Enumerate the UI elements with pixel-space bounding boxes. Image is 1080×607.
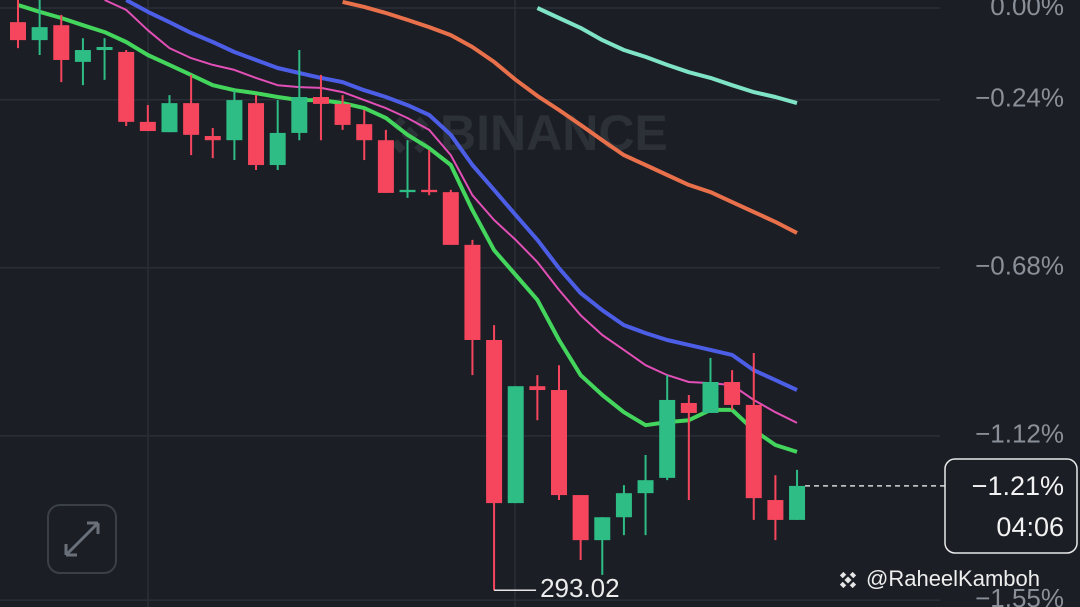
candle-body [594, 517, 611, 541]
candle-body [377, 140, 394, 193]
moving-average-line [342, 0, 798, 235]
candle-body [442, 192, 459, 245]
y-tick-label: 0.00% [990, 0, 1064, 21]
moving-average-line [17, 3, 798, 454]
candle-body [615, 493, 632, 518]
candle-body [248, 103, 265, 166]
watermark: BINANCE [391, 105, 668, 161]
candle-body [702, 382, 719, 413]
candle-body [204, 135, 221, 141]
candle-body [551, 390, 567, 496]
candle-body [96, 46, 113, 51]
candle-body [312, 97, 329, 104]
candle-body [139, 121, 156, 132]
moving-average-line [536, 6, 798, 106]
candle-body [572, 495, 589, 541]
last-price-box [944, 458, 1078, 554]
candle-body [659, 399, 676, 478]
moving-average-line [125, 0, 798, 392]
y-tick-label: −0.24% [975, 83, 1064, 113]
candle-body [226, 100, 243, 141]
candle-body [507, 386, 524, 504]
candle-body [767, 500, 784, 520]
expand-button[interactable] [47, 504, 117, 574]
candle-body [464, 244, 481, 340]
y-tick-label: −0.68% [975, 251, 1064, 281]
candle-body [74, 50, 91, 62]
candle-body [161, 103, 178, 133]
last-price-label: −1.21% [972, 471, 1064, 501]
y-tick-label: −1.55% [975, 583, 1064, 607]
candle-body [31, 27, 48, 41]
credit: @RaheelKamboh [839, 566, 1040, 591]
countdown-label: 04:06 [996, 512, 1064, 542]
low-annotation: 293.02 [540, 573, 620, 603]
expand-icon [64, 521, 100, 557]
candle-body [118, 51, 135, 122]
candle-body [291, 97, 308, 133]
candle-body [53, 25, 70, 60]
candle-body [356, 124, 373, 141]
candle-body [789, 485, 806, 520]
candle-body [745, 404, 762, 499]
watermark-text: BINANCE [440, 105, 668, 161]
annotations: 293.02 −1.21% 04:06 [494, 458, 1078, 603]
candle-body [529, 386, 546, 391]
moving-average-line [104, 0, 798, 424]
credit-text: @RaheelKamboh [866, 566, 1040, 591]
candle-body [421, 189, 438, 193]
candle-body [183, 103, 200, 135]
candle-body [334, 103, 351, 125]
candles [10, 0, 806, 591]
candle-body [399, 189, 416, 193]
candle-body [680, 403, 697, 413]
candle-body [269, 132, 286, 166]
credit-logo [839, 571, 857, 589]
candle-body [10, 22, 26, 41]
candle-body [724, 382, 741, 405]
candle-body [486, 339, 503, 504]
moving-averages [17, 0, 798, 454]
expand-button-frame[interactable] [47, 504, 117, 574]
y-tick-label: −1.12% [975, 419, 1064, 449]
candle-body [637, 480, 654, 494]
